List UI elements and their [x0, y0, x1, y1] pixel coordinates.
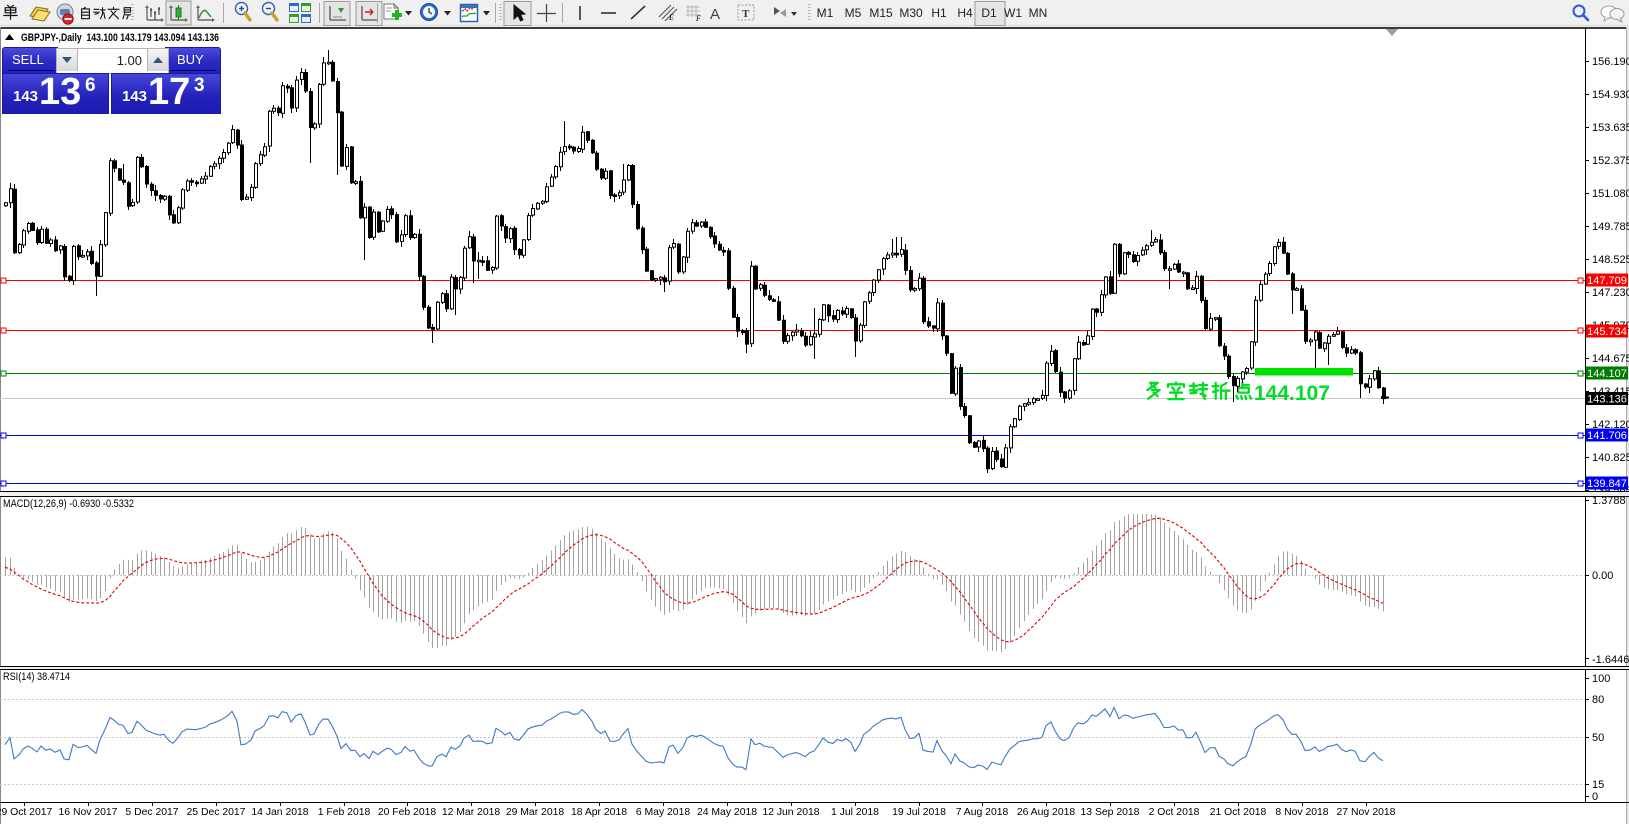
svg-text:0.00: 0.00: [1592, 570, 1613, 582]
svg-text:156.190: 156.190: [1592, 56, 1629, 68]
svg-text:16 Nov 2017: 16 Nov 2017: [59, 807, 118, 818]
svg-text:F: F: [695, 14, 701, 23]
svg-text:1 Feb 2018: 1 Feb 2018: [318, 807, 371, 818]
svg-text:1 Jul 2018: 1 Jul 2018: [831, 807, 879, 818]
svg-text:8 Nov 2018: 8 Nov 2018: [1275, 807, 1328, 818]
svg-text:148.525: 148.525: [1592, 254, 1629, 266]
svg-text:29 Mar 2018: 29 Mar 2018: [506, 807, 565, 818]
svg-text:6 May 2018: 6 May 2018: [636, 807, 691, 818]
svg-text:25 Dec 2017: 25 Dec 2017: [187, 807, 246, 818]
svg-text:1.3788: 1.3788: [1592, 495, 1626, 507]
svg-text:15: 15: [1592, 779, 1604, 791]
svg-text:MACD(12,26,9) -0.6930 -0.5332: MACD(12,26,9) -0.6930 -0.5332: [3, 498, 134, 510]
svg-text:12 Jun 2018: 12 Jun 2018: [762, 807, 819, 818]
svg-text:100: 100: [1592, 673, 1610, 685]
svg-text:M30: M30: [899, 6, 923, 20]
svg-text:12 Mar 2018: 12 Mar 2018: [442, 807, 501, 818]
svg-text:14 Jan 2018: 14 Jan 2018: [251, 807, 308, 818]
svg-text:D1: D1: [981, 6, 997, 20]
svg-text:144.107: 144.107: [1254, 382, 1330, 405]
svg-text:153.635: 153.635: [1592, 122, 1629, 134]
svg-text:-1.6446: -1.6446: [1592, 654, 1629, 666]
svg-text:A: A: [710, 6, 720, 23]
svg-text:H1: H1: [931, 6, 947, 20]
svg-text:139.847: 139.847: [1587, 478, 1627, 490]
svg-text:GBPJPY-,Daily 143.100 143.179: GBPJPY-,Daily 143.100 143.179 143.094 14…: [21, 32, 219, 44]
svg-text:24 May 2018: 24 May 2018: [697, 807, 757, 818]
svg-text:RSI(14) 38.4714: RSI(14) 38.4714: [3, 671, 70, 683]
svg-text:149.785: 149.785: [1592, 221, 1629, 233]
svg-text:M1: M1: [817, 6, 834, 20]
svg-text:140.825: 140.825: [1592, 452, 1629, 464]
svg-text:26 Aug 2018: 26 Aug 2018: [1017, 807, 1076, 818]
svg-text:27 Nov 2018: 27 Nov 2018: [1337, 807, 1396, 818]
svg-text:21 Oct 2018: 21 Oct 2018: [1210, 807, 1267, 818]
svg-text:29 Oct 2017: 29 Oct 2017: [0, 807, 53, 818]
svg-text:T: T: [742, 8, 750, 20]
svg-text:M5: M5: [845, 6, 862, 20]
svg-text:141.706: 141.706: [1587, 430, 1627, 442]
svg-text:154.930: 154.930: [1592, 89, 1629, 101]
svg-text:145.734: 145.734: [1587, 326, 1627, 338]
svg-text:144.107: 144.107: [1587, 368, 1627, 380]
svg-text:50: 50: [1592, 732, 1604, 744]
svg-text:0: 0: [1592, 791, 1598, 803]
svg-text:2 Oct 2018: 2 Oct 2018: [1149, 807, 1200, 818]
svg-text:20 Feb 2018: 20 Feb 2018: [378, 807, 437, 818]
svg-text:E: E: [668, 13, 674, 22]
svg-text:H4: H4: [957, 6, 973, 20]
svg-text:147.230: 147.230: [1592, 287, 1629, 299]
svg-text:151.080: 151.080: [1592, 188, 1629, 200]
svg-text:W1: W1: [1004, 6, 1022, 20]
svg-text:80: 80: [1592, 694, 1604, 706]
svg-text:144.675: 144.675: [1592, 353, 1629, 365]
svg-text:142.120: 142.120: [1592, 419, 1629, 431]
svg-text:M15: M15: [869, 6, 893, 20]
svg-text:7 Aug 2018: 7 Aug 2018: [956, 807, 1009, 818]
svg-text:13 Sep 2018: 13 Sep 2018: [1081, 807, 1140, 818]
svg-text:152.375: 152.375: [1592, 155, 1629, 167]
svg-text:147.709: 147.709: [1587, 275, 1627, 287]
svg-text:5 Dec 2017: 5 Dec 2017: [125, 807, 178, 818]
svg-text:19 Jul 2018: 19 Jul 2018: [892, 807, 946, 818]
svg-text:143.136: 143.136: [1587, 394, 1627, 406]
svg-text:MN: MN: [1029, 6, 1048, 20]
svg-text:18 Apr 2018: 18 Apr 2018: [571, 807, 627, 818]
